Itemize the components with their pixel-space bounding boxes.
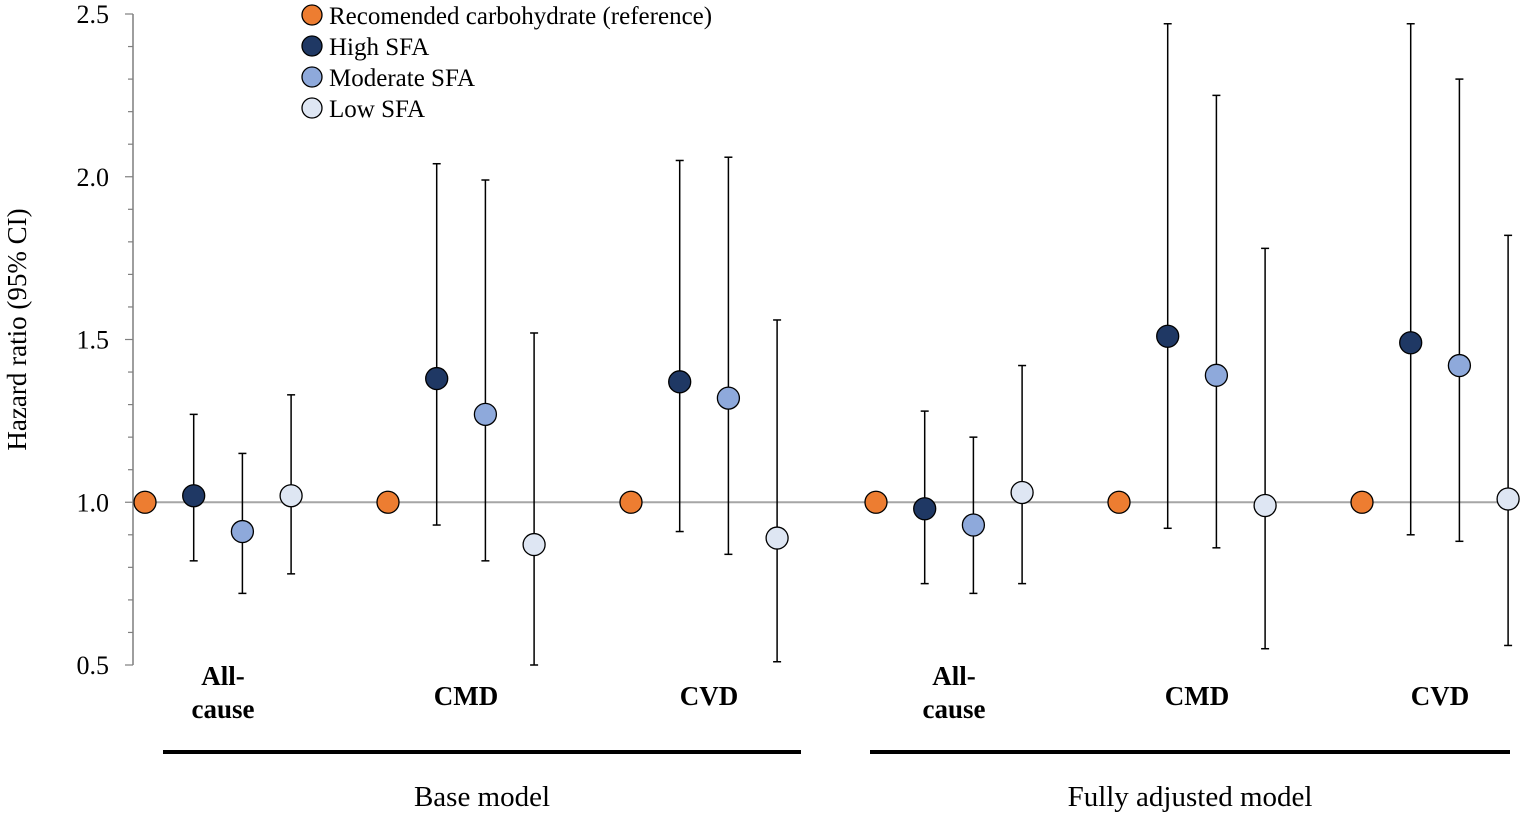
data-point xyxy=(864,490,888,514)
y-tick-label: 2.0 xyxy=(77,163,110,192)
category-label: All- xyxy=(201,661,245,691)
category-label: CVD xyxy=(1411,681,1470,711)
y-tick-label: 1.5 xyxy=(77,326,110,355)
data-point xyxy=(279,484,303,508)
data-point xyxy=(1010,480,1034,505)
data-point xyxy=(1253,493,1277,518)
data-point xyxy=(1399,331,1423,355)
legend-label: High SFA xyxy=(329,34,429,61)
model-label: Base model xyxy=(414,781,550,813)
legend-marker xyxy=(301,35,323,57)
data-point xyxy=(133,490,157,514)
category-label: cause xyxy=(923,694,986,724)
y-axis-title: Hazard ratio (95% CI) xyxy=(2,208,32,450)
category-label: cause xyxy=(192,694,255,724)
data-point xyxy=(1204,363,1229,387)
data-point xyxy=(230,519,255,544)
legend-label: Moderate SFA xyxy=(329,65,475,92)
category-label: CVD xyxy=(680,681,739,711)
data-point xyxy=(376,490,400,514)
data-point xyxy=(913,497,937,521)
y-tick-label: 2.5 xyxy=(77,0,110,29)
legend-label: Low SFA xyxy=(329,96,425,123)
data-point xyxy=(765,526,789,550)
y-tick-label: 1.0 xyxy=(77,488,110,517)
data-point xyxy=(182,484,206,508)
data-point xyxy=(716,386,741,410)
data-point xyxy=(1156,324,1180,348)
model-label: Fully adjusted model xyxy=(1068,781,1313,813)
y-tick-label: 0.5 xyxy=(77,651,110,680)
category-label: All- xyxy=(932,661,976,691)
legend-marker xyxy=(301,66,323,88)
data-point xyxy=(1496,487,1520,511)
data-point xyxy=(522,532,546,557)
legend-label: Recomended carbohydrate (reference) xyxy=(329,3,712,30)
legend-marker xyxy=(301,4,323,26)
data-point xyxy=(1350,490,1374,514)
data-point xyxy=(668,370,692,394)
category-label: CMD xyxy=(434,681,498,711)
data-point xyxy=(425,366,449,391)
data-point xyxy=(473,402,498,427)
legend-marker xyxy=(301,97,323,119)
data-point xyxy=(1107,490,1131,514)
category-label: CMD xyxy=(1165,681,1229,711)
data-point xyxy=(961,513,986,537)
data-point xyxy=(1447,353,1472,378)
data-point xyxy=(619,490,643,514)
